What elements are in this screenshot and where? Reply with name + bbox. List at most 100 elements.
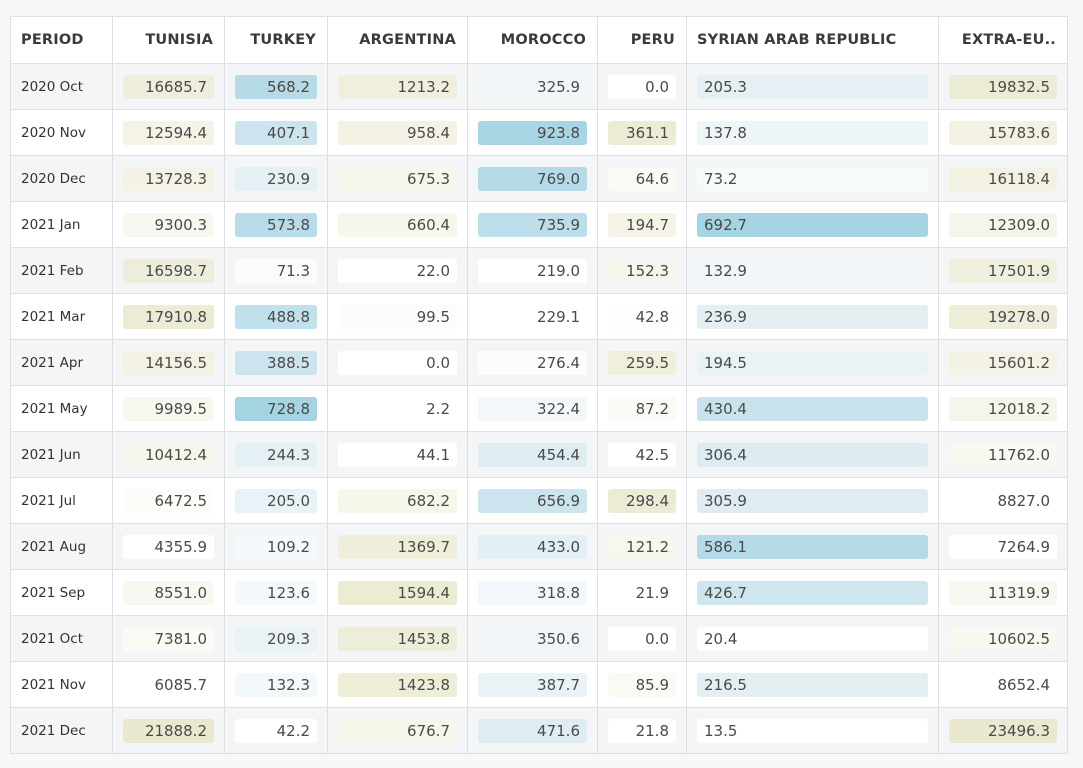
period-cell: 2020 Dec bbox=[10, 155, 113, 202]
value-turkey: 123.6 bbox=[235, 580, 317, 605]
cell-morocco: 471.6 bbox=[467, 707, 598, 754]
cell-tunisia: 6085.7 bbox=[112, 661, 225, 708]
cell-morocco: 454.4 bbox=[467, 431, 598, 478]
value-syrian-arab-republic: 137.8 bbox=[697, 120, 928, 145]
cell-tunisia: 17910.8 bbox=[112, 293, 225, 340]
cell-extra-eu: 19278.0 bbox=[938, 293, 1068, 340]
value-tunisia: 4355.9 bbox=[123, 534, 214, 559]
value-turkey: 71.3 bbox=[235, 258, 317, 283]
column-header-peru[interactable]: PERU bbox=[597, 16, 687, 64]
value-morocco: 735.9 bbox=[478, 212, 587, 237]
value-argentina: 660.4 bbox=[338, 212, 457, 237]
value-extra-eu: 8827.0 bbox=[949, 488, 1057, 513]
period-cell: 2021 Oct bbox=[10, 615, 113, 662]
cell-peru: 42.8 bbox=[597, 293, 687, 340]
cell-argentina: 2.2 bbox=[327, 385, 468, 432]
value-turkey: 230.9 bbox=[235, 166, 317, 191]
cell-syrian-arab-republic: 137.8 bbox=[686, 109, 939, 156]
value-syrian-arab-republic: 20.4 bbox=[697, 626, 928, 651]
value-extra-eu: 23496.3 bbox=[949, 718, 1057, 743]
value-extra-eu: 11319.9 bbox=[949, 580, 1057, 605]
value-peru: 87.2 bbox=[608, 396, 676, 421]
value-peru: 194.7 bbox=[608, 212, 676, 237]
cell-extra-eu: 7264.9 bbox=[938, 523, 1068, 570]
cell-tunisia: 6472.5 bbox=[112, 477, 225, 524]
column-header-syrian-arab-republic[interactable]: SYRIAN ARAB REPUBLIC bbox=[686, 16, 939, 64]
value-turkey: 209.3 bbox=[235, 626, 317, 651]
value-syrian-arab-republic: 586.1 bbox=[697, 534, 928, 559]
cell-turkey: 388.5 bbox=[224, 339, 328, 386]
cell-morocco: 219.0 bbox=[467, 247, 598, 294]
cell-tunisia: 13728.3 bbox=[112, 155, 225, 202]
table-row: 2020 Oct 16685.7 568.2 1213.2 325.9 0.0 205.3 1… bbox=[10, 63, 1068, 110]
cell-tunisia: 4355.9 bbox=[112, 523, 225, 570]
value-turkey: 568.2 bbox=[235, 74, 317, 99]
table-row: 2021 Mar 17910.8 488.8 99.5 229.1 42.8 236.9 19… bbox=[10, 293, 1068, 340]
column-header-extra-eu[interactable]: EXTRA-EU.. bbox=[938, 16, 1068, 64]
cell-syrian-arab-republic: 430.4 bbox=[686, 385, 939, 432]
cell-syrian-arab-republic: 306.4 bbox=[686, 431, 939, 478]
value-morocco: 325.9 bbox=[478, 74, 587, 99]
value-syrian-arab-republic: 692.7 bbox=[697, 212, 928, 237]
cell-extra-eu: 16118.4 bbox=[938, 155, 1068, 202]
value-peru: 298.4 bbox=[608, 488, 676, 513]
cell-tunisia: 8551.0 bbox=[112, 569, 225, 616]
cell-syrian-arab-republic: 20.4 bbox=[686, 615, 939, 662]
column-header-turkey[interactable]: TURKEY bbox=[224, 16, 328, 64]
cell-syrian-arab-republic: 426.7 bbox=[686, 569, 939, 616]
cell-extra-eu: 11319.9 bbox=[938, 569, 1068, 616]
value-tunisia: 16598.7 bbox=[123, 258, 214, 283]
cell-turkey: 568.2 bbox=[224, 63, 328, 110]
cell-morocco: 350.6 bbox=[467, 615, 598, 662]
value-extra-eu: 11762.0 bbox=[949, 442, 1057, 467]
cell-argentina: 0.0 bbox=[327, 339, 468, 386]
period-cell: 2021 Dec bbox=[10, 707, 113, 754]
cell-tunisia: 10412.4 bbox=[112, 431, 225, 478]
value-turkey: 132.3 bbox=[235, 672, 317, 697]
cell-extra-eu: 15601.2 bbox=[938, 339, 1068, 386]
cell-turkey: 488.8 bbox=[224, 293, 328, 340]
cell-syrian-arab-republic: 692.7 bbox=[686, 201, 939, 248]
cell-extra-eu: 10602.5 bbox=[938, 615, 1068, 662]
value-peru: 361.1 bbox=[608, 120, 676, 145]
cell-argentina: 1594.4 bbox=[327, 569, 468, 616]
cell-tunisia: 12594.4 bbox=[112, 109, 225, 156]
period-cell: 2021 Aug bbox=[10, 523, 113, 570]
cell-tunisia: 21888.2 bbox=[112, 707, 225, 754]
cell-morocco: 433.0 bbox=[467, 523, 598, 570]
value-syrian-arab-republic: 305.9 bbox=[697, 488, 928, 513]
column-header-morocco[interactable]: MOROCCO bbox=[467, 16, 598, 64]
value-morocco: 471.6 bbox=[478, 718, 587, 743]
cell-turkey: 573.8 bbox=[224, 201, 328, 248]
cell-peru: 259.5 bbox=[597, 339, 687, 386]
period-cell: 2021 Nov bbox=[10, 661, 113, 708]
cell-turkey: 132.3 bbox=[224, 661, 328, 708]
value-morocco: 769.0 bbox=[478, 166, 587, 191]
value-turkey: 488.8 bbox=[235, 304, 317, 329]
value-tunisia: 21888.2 bbox=[123, 718, 214, 743]
value-tunisia: 12594.4 bbox=[123, 120, 214, 145]
value-tunisia: 9300.3 bbox=[123, 212, 214, 237]
value-syrian-arab-republic: 216.5 bbox=[697, 672, 928, 697]
column-header-tunisia[interactable]: TUNISIA bbox=[112, 16, 225, 64]
value-syrian-arab-republic: 430.4 bbox=[697, 396, 928, 421]
cell-morocco: 276.4 bbox=[467, 339, 598, 386]
cell-morocco: 923.8 bbox=[467, 109, 598, 156]
cell-morocco: 322.4 bbox=[467, 385, 598, 432]
cell-peru: 87.2 bbox=[597, 385, 687, 432]
cell-morocco: 229.1 bbox=[467, 293, 598, 340]
value-tunisia: 10412.4 bbox=[123, 442, 214, 467]
table-row: 2021 Feb 16598.7 71.3 22.0 219.0 152.3 132.9 17… bbox=[10, 247, 1068, 294]
cell-morocco: 769.0 bbox=[467, 155, 598, 202]
cell-peru: 21.9 bbox=[597, 569, 687, 616]
table-row: 2021 Aug 4355.9 109.2 1369.7 433.0 121.2 586.1… bbox=[10, 523, 1068, 570]
column-header-argentina[interactable]: ARGENTINA bbox=[327, 16, 468, 64]
cell-extra-eu: 12018.2 bbox=[938, 385, 1068, 432]
value-tunisia: 9989.5 bbox=[123, 396, 214, 421]
column-header-period[interactable]: PERIOD bbox=[10, 16, 113, 64]
cell-tunisia: 16685.7 bbox=[112, 63, 225, 110]
value-extra-eu: 10602.5 bbox=[949, 626, 1057, 651]
cell-argentina: 682.2 bbox=[327, 477, 468, 524]
cell-morocco: 325.9 bbox=[467, 63, 598, 110]
data-table-container: PERIOD TUNISIA TURKEY ARGENTINA MOROCCO … bbox=[10, 16, 1068, 754]
